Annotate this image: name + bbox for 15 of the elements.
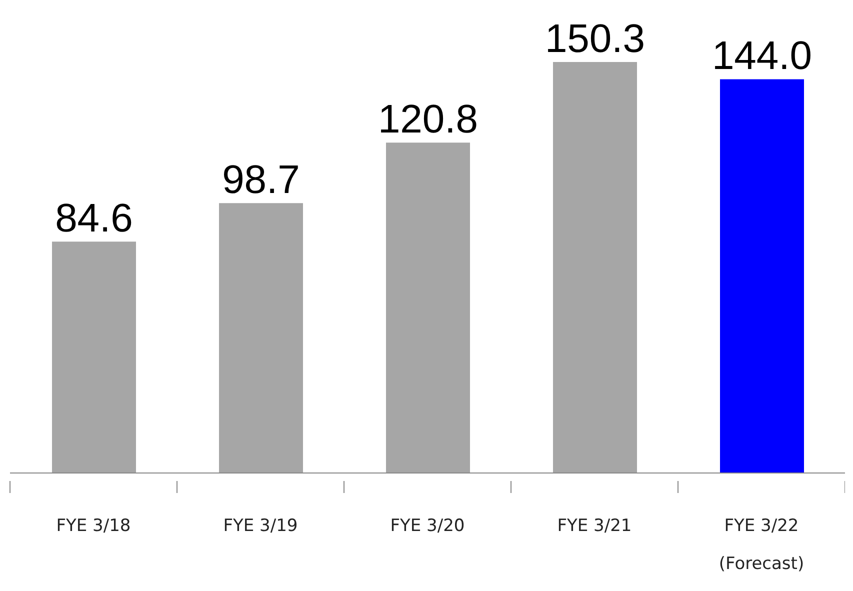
x-tick-label: FYE 3/18 [56,516,131,536]
bar [553,62,637,473]
x-tick-label: FYE 3/19 [223,516,298,536]
bar [52,242,136,473]
bar [219,203,303,473]
data-label: 98.7 [222,158,300,202]
x-tick-label: FYE 3/21 [557,516,632,536]
data-label: 144.0 [712,34,812,78]
bar [386,142,470,473]
data-label: 120.8 [378,98,478,142]
x-tick-label: FYE 3/20 [390,516,465,536]
x-tick-label: FYE 3/22 (Forecast) [718,516,804,574]
data-label: 150.3 [544,17,646,61]
bar [720,79,804,473]
data-label: 84.6 [55,196,133,241]
